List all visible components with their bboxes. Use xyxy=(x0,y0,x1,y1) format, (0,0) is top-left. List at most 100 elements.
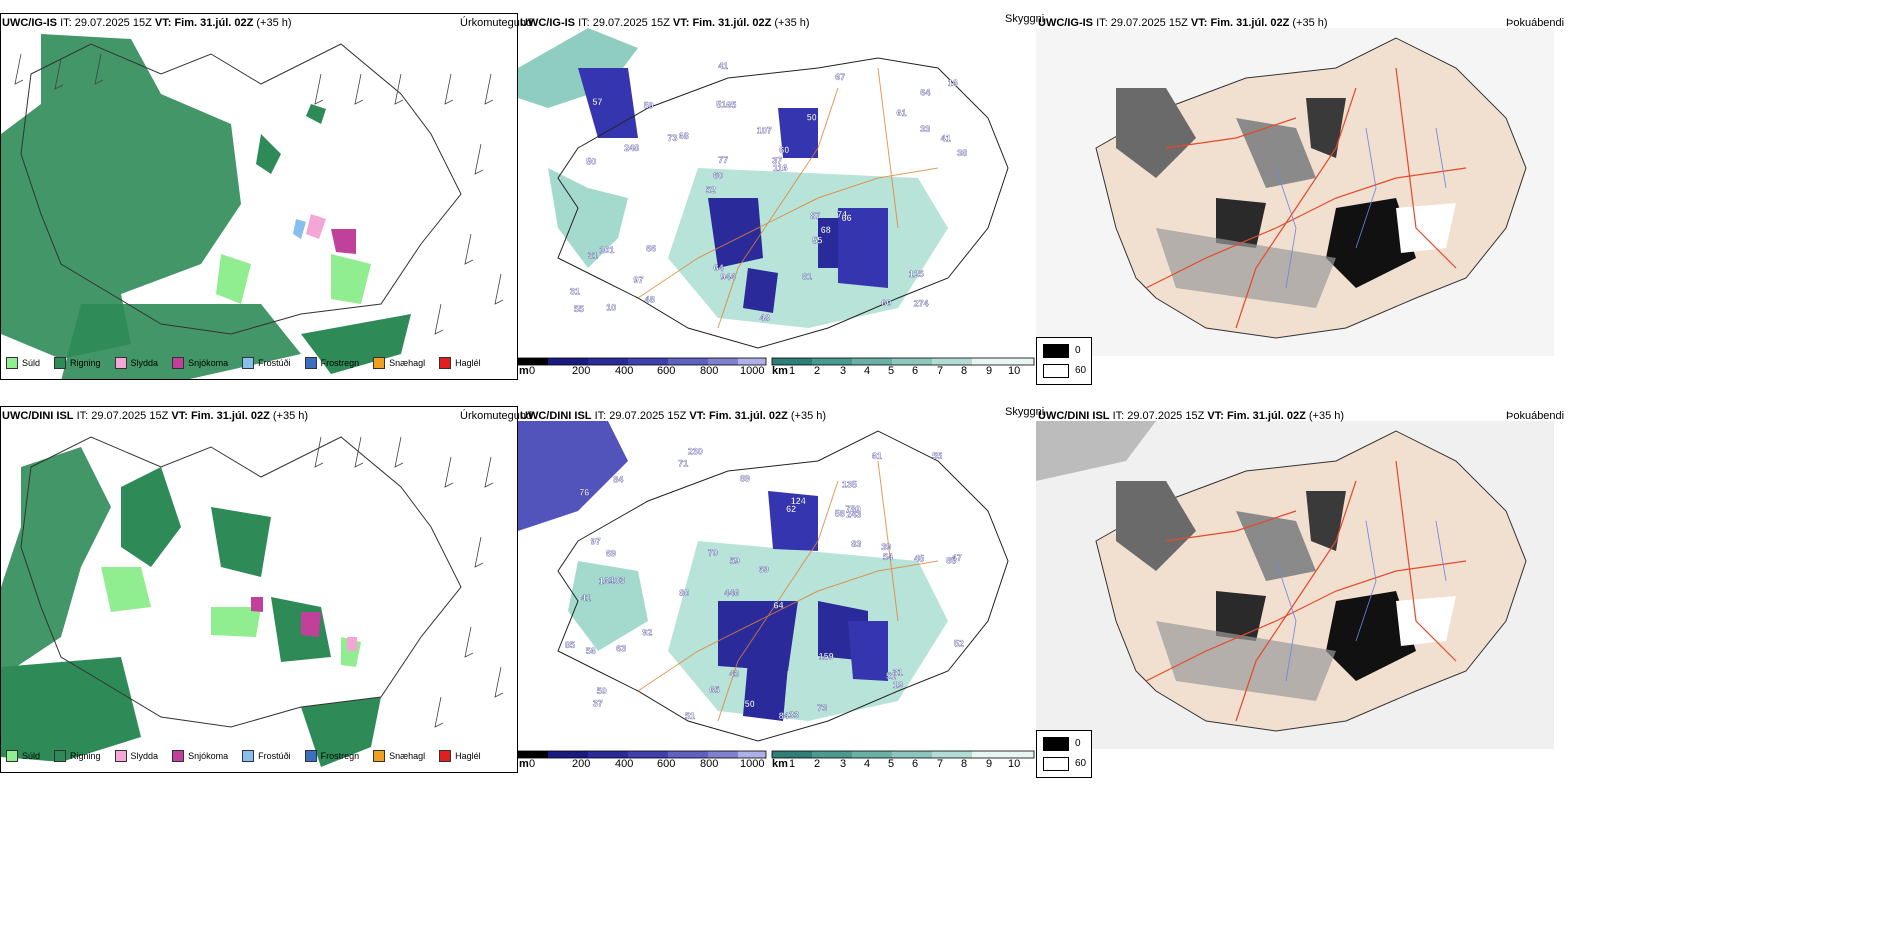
ceiling-value-label: 92 xyxy=(642,627,652,637)
vis-tick: 4 xyxy=(864,365,871,377)
precip-legend-top: Súld Rigning Slydda Snjókoma Frostúði Fr… xyxy=(6,357,495,369)
ceiling-tick: 600 xyxy=(657,758,676,770)
ceiling-value-label: 50 xyxy=(745,699,755,709)
ceiling-value-label: 55 xyxy=(932,451,942,461)
ceiling-value-label: 73 xyxy=(668,133,678,143)
vis-tick: 6 xyxy=(912,365,919,377)
ceiling-tick: 200 xyxy=(572,365,591,377)
ceiling-value-label: 65 xyxy=(710,685,720,695)
fog-label-high: 60 xyxy=(1075,365,1087,376)
fog-index-panel-bottom xyxy=(1036,421,1554,749)
ceiling-tick: 400 xyxy=(615,758,634,770)
fog-index-map-bottom xyxy=(1036,421,1554,749)
ceiling-value-label: 101 xyxy=(599,245,614,255)
ceiling-value-label: 77 xyxy=(718,155,728,165)
ceiling-value-label: 56 xyxy=(586,646,596,656)
ceiling-value-label: 67 xyxy=(835,72,845,82)
ceiling-value-label: 124 xyxy=(791,496,806,506)
ceiling-value-label: 61 xyxy=(872,451,882,461)
vis-tick: 7 xyxy=(937,365,944,377)
ceiling-tick: 200 xyxy=(572,758,591,770)
ceiling-unit-top: m xyxy=(519,365,529,377)
ceiling-value-label: 51 xyxy=(886,671,896,681)
vis-tick: 4 xyxy=(864,758,871,770)
ceiling-value-label: 60 xyxy=(713,170,723,180)
title-fog-index-bottom: Þokuábendi xyxy=(1506,410,1565,422)
ceiling-value-label: 780 xyxy=(846,504,861,514)
ceiling-value-label: 80 xyxy=(679,588,689,598)
fog-legend-bottom: 0 60 xyxy=(1036,730,1092,778)
ceiling-value-label: 85 xyxy=(565,640,575,650)
precip-type-map-top xyxy=(1,34,504,379)
ceiling-value-label: 70 xyxy=(708,548,718,558)
ceiling-value-label: 60 xyxy=(881,298,891,308)
ceiling-colorbar-bottom xyxy=(518,750,1035,759)
ceiling-value-label: 97 xyxy=(634,275,644,285)
ceiling-value-label: 97 xyxy=(591,537,601,547)
precip-type-panel-bottom xyxy=(0,406,518,773)
ceiling-tick: 1000 xyxy=(740,365,765,377)
title-precip-type-top: Úrkomutegund xyxy=(460,17,533,29)
ceiling-value-label: 52 xyxy=(954,639,964,649)
vis-tick: 3 xyxy=(840,758,847,770)
ceiling-value-label: 446 xyxy=(724,588,739,598)
ceiling-value-label: 61 xyxy=(897,108,907,118)
ceiling-value-label: 57 xyxy=(592,97,602,107)
ceiling-tick: 0 xyxy=(529,365,536,377)
ceiling-value-label: 64 xyxy=(714,263,724,273)
vis-tick: 9 xyxy=(986,758,993,770)
ceiling-value-label: 41 xyxy=(718,61,728,71)
vis-tick: 7 xyxy=(937,758,944,770)
ceiling-tick: 1000 xyxy=(740,758,765,770)
vis-tick: 5 xyxy=(888,758,895,770)
ceiling-value-label: 33 xyxy=(920,124,930,134)
vis-tick: 8 xyxy=(961,365,968,377)
ceiling-value-label: 159 xyxy=(819,652,834,662)
vis-tick: 1 xyxy=(789,758,796,770)
ceiling-value-label: 10 xyxy=(606,303,616,313)
header-top-right: UWC/IG-IS IT: 29.07.2025 15Z VT: Fim. 31… xyxy=(1038,17,1328,29)
ceiling-value-label: 59 xyxy=(644,100,654,110)
ceiling-value-label: 51 xyxy=(716,99,726,109)
vis-tick: 3 xyxy=(840,365,847,377)
ceiling-value-label: 68 xyxy=(679,131,689,141)
ceiling-value-label: 55 xyxy=(812,236,822,246)
header-bottom-middle: UWC/DINI ISL IT: 29.07.2025 15Z VT: Fim.… xyxy=(520,410,827,422)
fog-legend-top: 0 60 xyxy=(1036,337,1092,385)
ceiling-value-label: 83 xyxy=(851,539,861,549)
ceiling-value-label: 59 xyxy=(730,556,740,566)
vis-tick: 6 xyxy=(912,758,919,770)
ceiling-value-label: 37 xyxy=(593,698,603,708)
title-visibility-bottom: Skyggni xyxy=(1005,406,1045,418)
fog-label-high: 60 xyxy=(1075,758,1087,769)
ceiling-value-label: 107 xyxy=(757,126,772,136)
ceiling-tick: 800 xyxy=(700,758,719,770)
ceiling-value-label: 74 xyxy=(837,209,847,219)
ceiling-value-label: 69 xyxy=(606,548,616,558)
ceiling-value-label: 169 xyxy=(599,576,614,586)
vis-tick: 2 xyxy=(814,758,821,770)
ceiling-value-label: 54 xyxy=(883,552,893,562)
ceiling-value-label: 48 xyxy=(760,313,770,323)
ceiling-value-label: 230 xyxy=(688,446,703,456)
ceiling-value-label: 37 xyxy=(772,156,782,166)
ceiling-unit-bottom: m xyxy=(519,758,529,770)
vis-unit-bottom: km xyxy=(772,758,788,770)
vis-tick: 9 xyxy=(986,365,993,377)
ceiling-value-label: 135 xyxy=(842,480,857,490)
vis-tick: 10 xyxy=(1008,365,1021,377)
ceiling-value-label: 66 xyxy=(646,244,656,254)
ceiling-value-label: 58 xyxy=(835,509,845,519)
ceiling-value-label: 87 xyxy=(810,211,820,221)
ceiling-value-label: 69 xyxy=(759,565,769,575)
ceiling-value-label: 116 xyxy=(773,163,788,173)
title-visibility-top: Skyggni xyxy=(1005,13,1045,25)
vis-tick: 5 xyxy=(888,365,895,377)
ceiling-value-label: 81 xyxy=(802,271,812,281)
fog-label-low: 0 xyxy=(1075,345,1081,356)
ceiling-value-label: 43 xyxy=(729,669,739,679)
ceiling-tick: 600 xyxy=(657,365,676,377)
ceiling-tick: 0 xyxy=(529,758,536,770)
precip-type-panel-top xyxy=(0,13,518,380)
